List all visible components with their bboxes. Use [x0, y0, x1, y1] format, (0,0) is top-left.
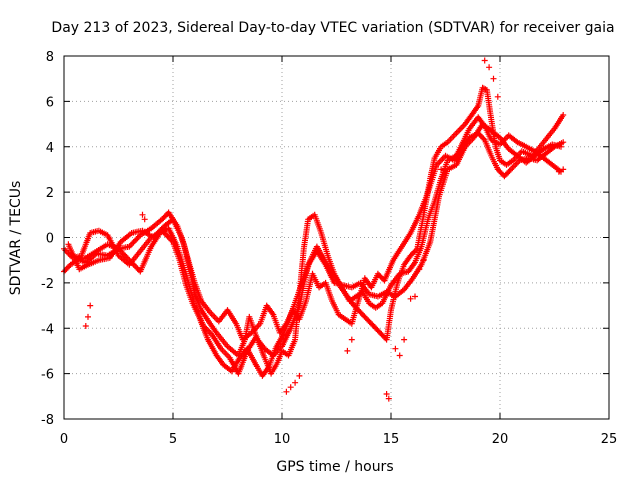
series-markers: [71, 121, 564, 377]
x-tick-label: 15: [383, 432, 400, 447]
y-tick-label: -4: [41, 322, 54, 337]
series-track-d: [71, 121, 564, 377]
x-tick-label: 20: [492, 432, 509, 447]
x-tick-label: 0: [60, 432, 68, 447]
y-tick-label: -2: [41, 277, 54, 292]
y-tick-label: 2: [46, 186, 54, 201]
series-isolated: [82, 57, 567, 402]
y-tick-label: -6: [41, 368, 54, 383]
x-tick-label: 25: [601, 432, 618, 447]
y-axis-label: SDTVAR / TECUs: [8, 181, 24, 296]
data-points: [61, 57, 567, 402]
grid-lines: [64, 56, 609, 419]
series-markers: [82, 57, 567, 402]
chart-title: Day 213 of 2023, Sidereal Day-to-day VTE…: [51, 20, 614, 36]
y-tick-label: 0: [46, 232, 54, 247]
y-tick-labels: -8 -6 -4 -2 0 2 4 6 8: [41, 50, 54, 428]
x-tick-label: 10: [274, 432, 291, 447]
y-tick-label: 4: [46, 141, 54, 156]
y-tick-label: 8: [46, 50, 54, 65]
x-axis-label: GPS time / hours: [276, 459, 393, 475]
axis-ticks: [63, 55, 610, 420]
y-tick-label: 6: [46, 95, 54, 110]
x-tick-label: 5: [169, 432, 177, 447]
x-tick-labels: 0 5 10 15 20 25: [60, 432, 617, 447]
y-tick-label: -8: [41, 413, 54, 428]
